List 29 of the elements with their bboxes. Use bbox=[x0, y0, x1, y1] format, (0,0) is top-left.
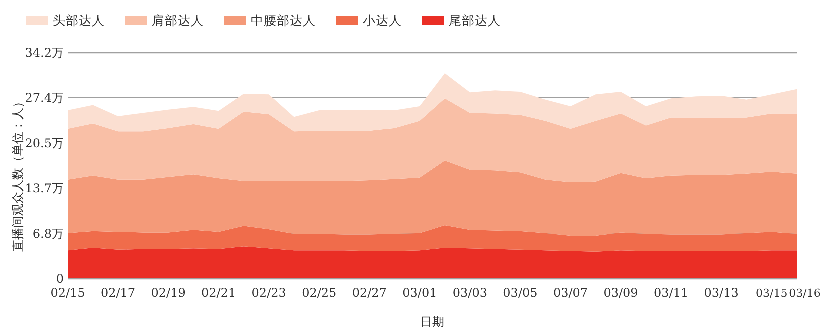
legend-label: 肩部达人 bbox=[152, 13, 204, 28]
y-tick-label: 27.4万 bbox=[25, 90, 64, 105]
y-tick-label: 0 bbox=[56, 272, 64, 286]
y-axis-title: 直播间观众人数（单位：人） bbox=[11, 96, 25, 252]
x-tick-label: 02/25 bbox=[302, 286, 337, 300]
x-tick-label: 03/13 bbox=[704, 286, 739, 300]
x-tick-label: 02/15 bbox=[50, 286, 86, 300]
x-tick-label: 03/16 bbox=[789, 287, 821, 300]
legend-label: 尾部达人 bbox=[449, 13, 501, 28]
y-tick-label: 13.7万 bbox=[25, 181, 64, 196]
x-tick-label: 03/03 bbox=[452, 286, 488, 300]
x-tick-label: 03/11 bbox=[654, 286, 689, 300]
y-tick-label: 34.2万 bbox=[25, 46, 64, 60]
y-tick-label: 6.8万 bbox=[32, 227, 64, 242]
x-tick-label: 02/27 bbox=[352, 286, 387, 300]
legend-label: 头部达人 bbox=[53, 13, 105, 28]
y-tick-label: 20.5万 bbox=[25, 136, 64, 151]
legend-label: 中腰部达人 bbox=[251, 13, 316, 28]
x-tick-label: 03/01 bbox=[402, 286, 438, 300]
x-tick-label: 03/15 bbox=[756, 287, 788, 300]
legend-label: 小达人 bbox=[363, 13, 402, 28]
x-tick-label: 02/17 bbox=[100, 286, 136, 300]
x-tick-label: 03/07 bbox=[553, 286, 588, 300]
x-tick-label: 02/21 bbox=[202, 286, 236, 300]
x-tick-label: 02/19 bbox=[151, 286, 186, 300]
x-tick-label: 03/05 bbox=[503, 286, 538, 300]
x-tick-label: 03/09 bbox=[604, 286, 638, 300]
x-axis-title: 日期 bbox=[420, 315, 444, 329]
x-tick-label: 02/23 bbox=[252, 286, 286, 300]
